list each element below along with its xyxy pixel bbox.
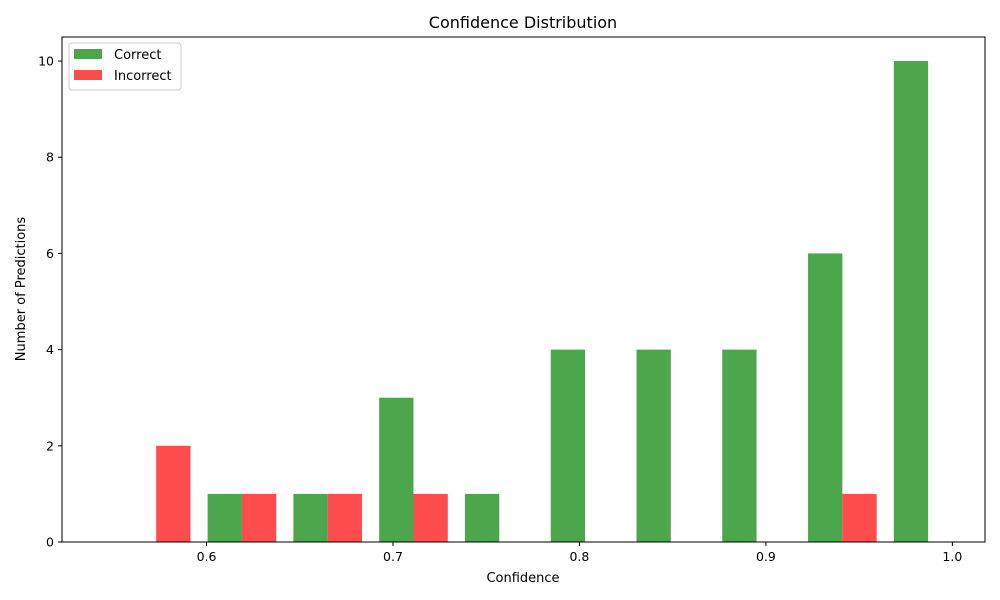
bar-correct-6 [636, 349, 671, 542]
legend-label-incorrect: Incorrect [114, 69, 172, 84]
bar-correct-4 [464, 493, 500, 542]
bar-correct-5 [550, 349, 586, 542]
y-tick-label: 4 [46, 342, 54, 357]
x-tick-label: 0.7 [383, 549, 403, 564]
x-tick-label: 0.9 [756, 549, 776, 564]
y-axis-label: Number of Predictions [14, 217, 29, 362]
bars-group [156, 61, 929, 543]
plot-frame [61, 36, 986, 543]
bar-incorrect-3 [413, 493, 448, 542]
y-tick-label: 6 [46, 246, 54, 261]
bar-correct-7 [722, 349, 757, 542]
bar-correct-3 [379, 397, 414, 542]
x-tick-label: 0.8 [569, 549, 589, 564]
y-tick-label: 8 [46, 150, 54, 165]
y-tick-label: 10 [38, 54, 54, 69]
bar-incorrect-2 [327, 493, 363, 542]
x-tick-label: 1.0 [942, 549, 962, 564]
x-tick-label: 0.6 [197, 549, 217, 564]
bar-correct-1 [207, 493, 242, 542]
y-tick-label: 2 [46, 438, 54, 453]
y-tick-label: 0 [46, 535, 54, 550]
legend-swatch-correct [74, 49, 102, 59]
y-axis: 0 2 4 6 8 10 [38, 54, 62, 550]
legend-label-correct: Correct [114, 48, 161, 63]
bar-incorrect-0 [156, 445, 191, 542]
legend: Correct Incorrect [68, 42, 182, 91]
bar-correct-8 [808, 253, 843, 542]
legend-swatch-incorrect [74, 70, 102, 80]
x-axis-label: Confidence [486, 571, 559, 586]
x-axis: 0.6 0.7 0.8 0.9 1.0 [197, 542, 962, 564]
bar-incorrect-8 [842, 493, 877, 542]
bar-incorrect-1 [241, 493, 277, 542]
bar-correct-2 [293, 493, 328, 542]
chart-title: Confidence Distribution [429, 13, 617, 32]
bar-correct-9 [893, 61, 929, 543]
